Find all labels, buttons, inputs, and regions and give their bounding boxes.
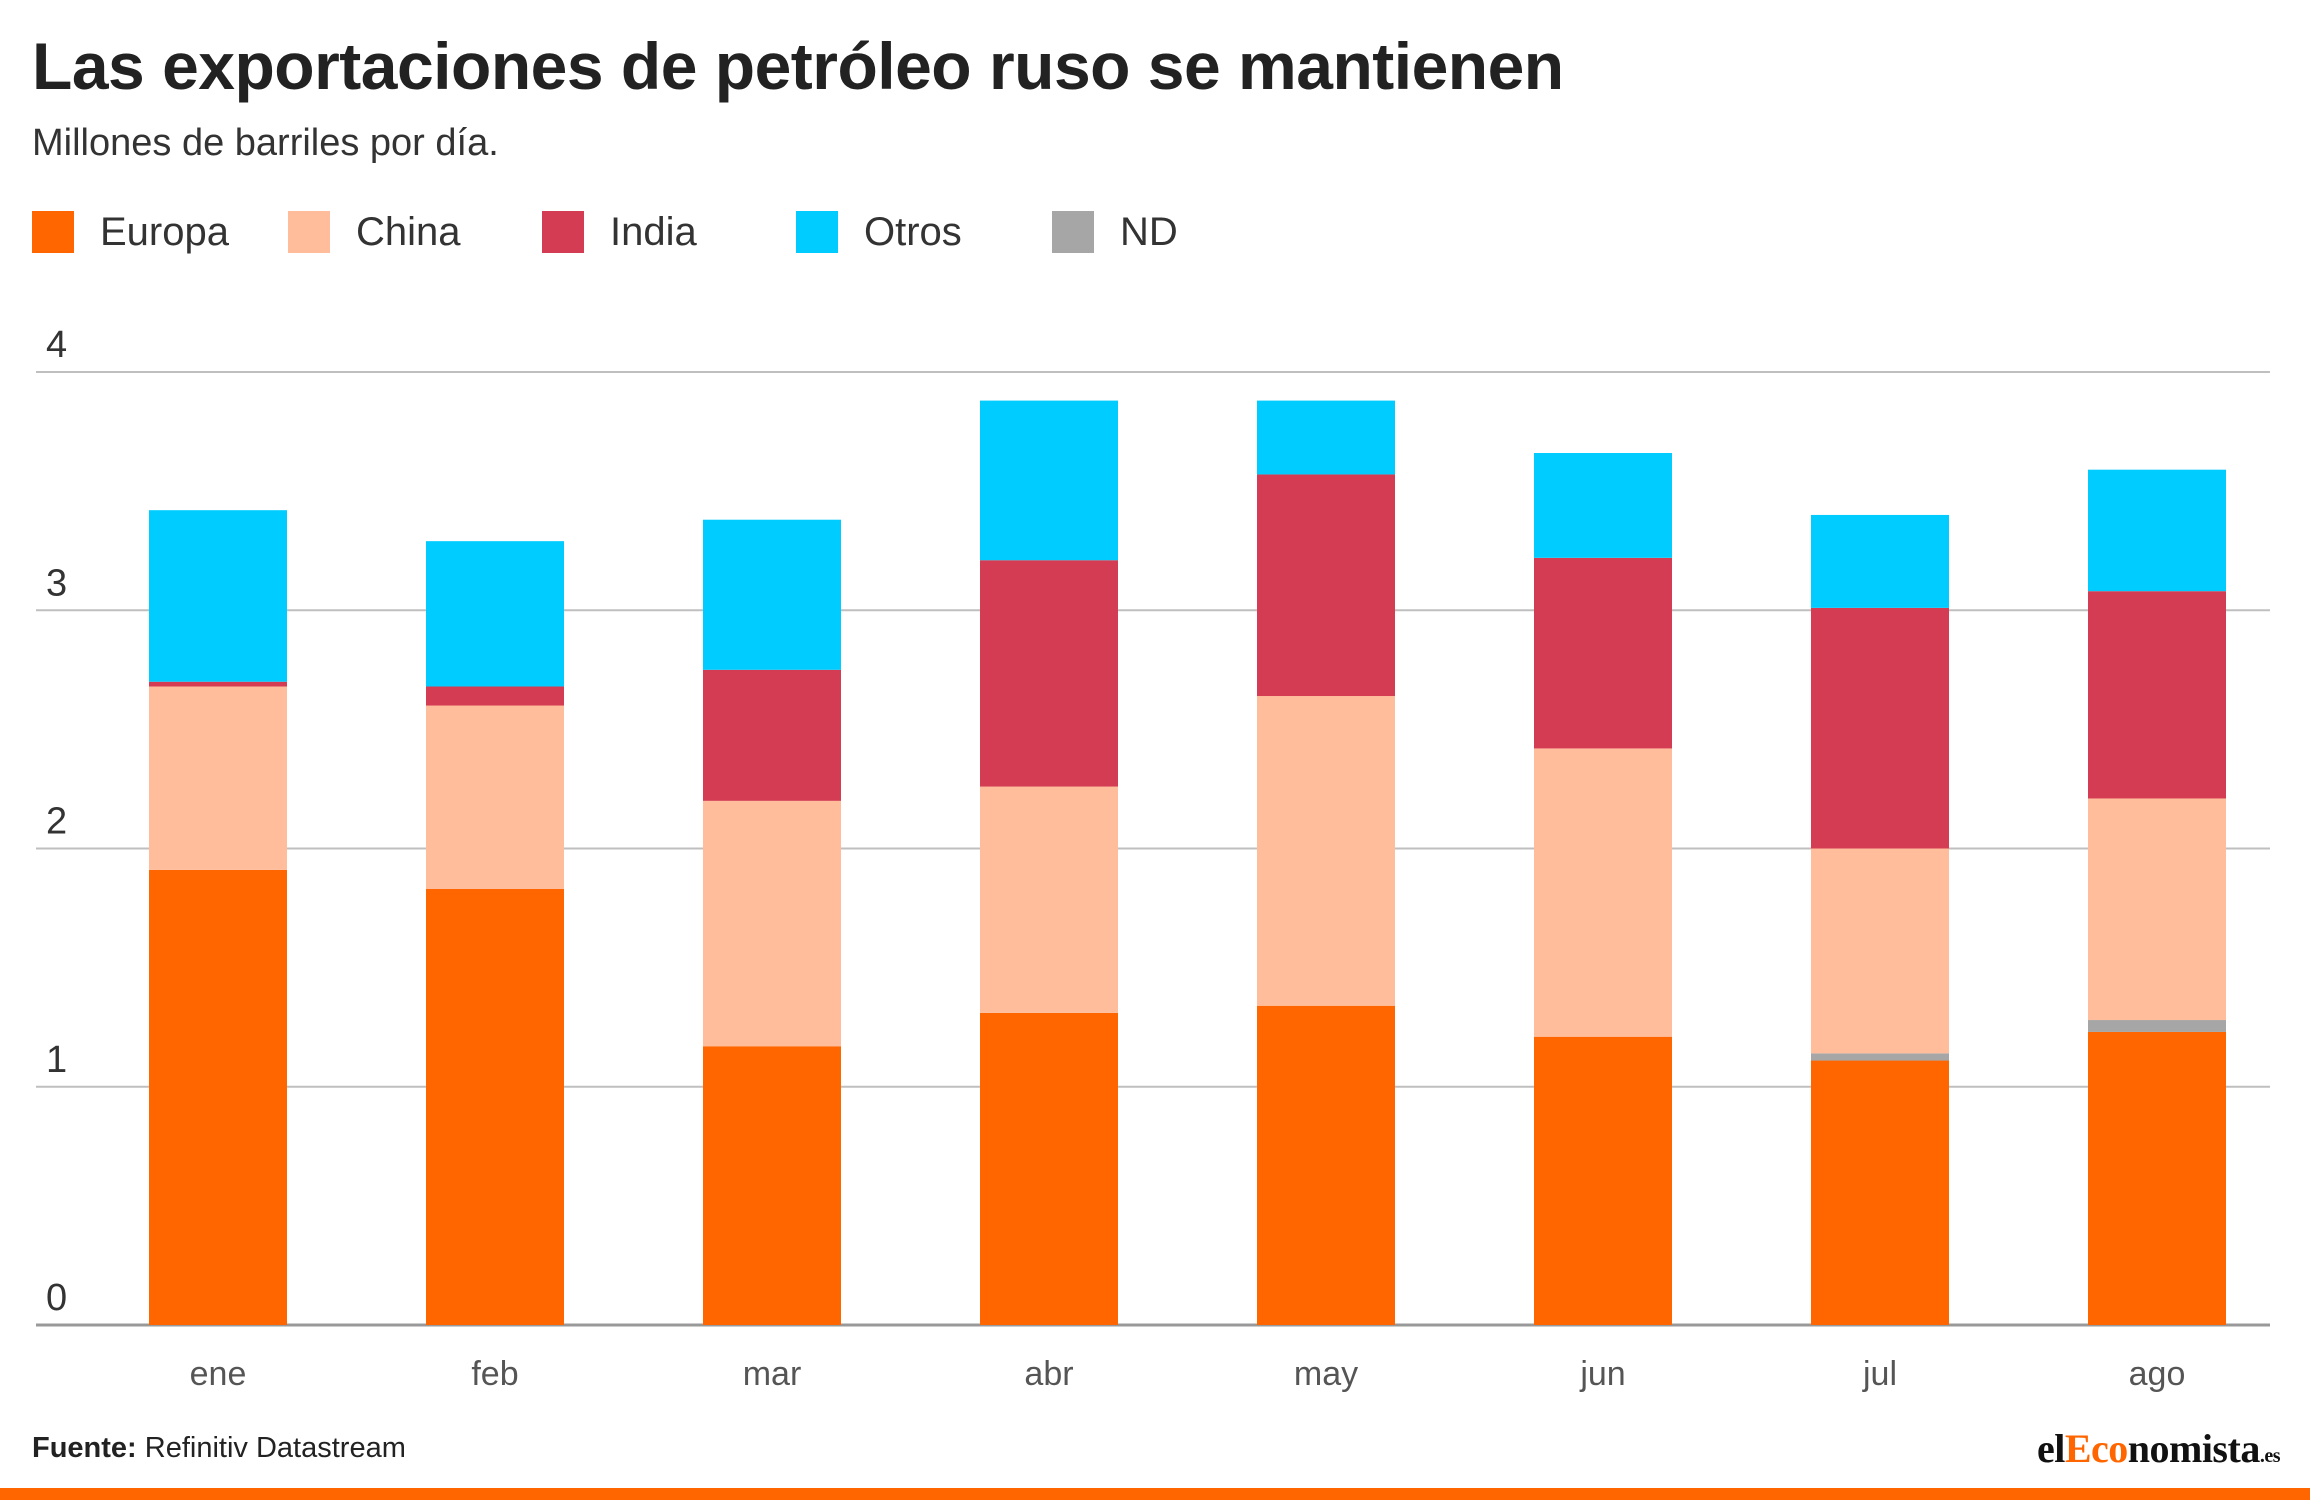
bar-abr-otros [980,400,1118,561]
bar-jun-china [1534,748,1672,1037]
bar-abr-europa [980,1012,1118,1325]
legend-label-nd: ND [1120,209,1178,254]
logo-text-nomista: nomista [2127,1426,2261,1471]
legend-item-china: China [288,204,461,260]
x-tick-label-jul: jul [1862,1355,1897,1393]
x-tick-label-abr: abr [1024,1355,1073,1393]
y-tick-label-0: 0 [46,1277,67,1319]
bar-feb-otros [426,541,564,687]
bar-jul-china [1811,848,1949,1054]
bar-feb-india [426,686,564,706]
source-text: Refinitiv Datastream [144,1432,406,1464]
bar-may-china [1257,696,1395,1006]
x-tick-label-mar: mar [743,1355,802,1393]
bar-jun-otros [1534,453,1672,558]
legend-item-otros: Otros [796,204,962,260]
bar-ene-china [149,686,287,870]
bar-jul-nd [1811,1053,1949,1061]
bar-feb-china [426,705,564,890]
logo-text-el: el [2036,1426,2065,1471]
legend-swatch-india [542,211,584,253]
legend-label-india: India [610,209,697,254]
legend-label-europa: Europa [100,209,229,254]
bar-mar-china [703,800,841,1047]
bar-mar-europa [703,1046,841,1325]
x-axis-labels: ene feb mar abr may jun jul ago [190,1355,2186,1393]
bar-mar-india [703,669,841,801]
y-axis-labels: 0 1 2 3 4 [46,324,67,1319]
bar-may-otros [1257,400,1395,475]
legend-item-europa: Europa [32,204,229,260]
y-tick-label-1: 1 [46,1039,67,1081]
x-tick-label-ago: ago [2129,1355,2186,1393]
bar-ene-india [149,681,287,687]
bar-jun-india [1534,557,1672,749]
x-tick-label-jun: jun [1579,1355,1625,1393]
bar-ene-otros [149,510,287,682]
eleconomista-logo: elEconomista.es [2036,1425,2281,1472]
bar-may-europa [1257,1005,1395,1325]
legend-item-india: India [542,204,697,260]
source-note: Fuente: Refinitiv Datastream [32,1432,406,1465]
legend-swatch-otros [796,211,838,253]
bar-ene-europa [149,869,287,1325]
bar-ago-europa [2088,1031,2226,1325]
bottom-accent-bar [0,1488,2310,1500]
legend-label-otros: Otros [864,209,962,254]
y-tick-label-3: 3 [46,562,67,604]
bars [149,400,2226,1325]
bar-abr-china [980,786,1118,1013]
bar-mar-otros [703,519,841,670]
x-tick-label-may: may [1294,1355,1358,1393]
logo-text-tld: .es [2259,1445,2281,1467]
logo-text-eco: Eco [2064,1426,2128,1471]
bar-jul-otros [1811,514,1949,608]
bar-may-india [1257,474,1395,697]
legend-item-nd: ND [1052,204,1178,260]
stacked-bar-chart: 0 1 2 3 4 ene feb mar abr may jun jul ago [36,324,2270,1393]
legend: Europa China India Otros ND [32,204,1332,260]
chart-subtitle: Millones de barriles por día. [32,122,499,164]
legend-swatch-europa [32,211,74,253]
source-label: Fuente: [32,1432,137,1464]
bar-jul-europa [1811,1060,1949,1325]
bar-ago-india [2088,591,2226,799]
bar-ago-china [2088,798,2226,1021]
y-tick-label-4: 4 [46,324,67,366]
legend-label-china: China [356,209,461,254]
y-tick-label-2: 2 [46,801,67,843]
bar-abr-india [980,560,1118,787]
bar-ago-nd [2088,1020,2226,1032]
bar-ago-otros [2088,469,2226,592]
x-tick-label-ene: ene [190,1355,247,1393]
legend-swatch-nd [1052,211,1094,253]
chart-title: Las exportaciones de petróleo ruso se ma… [32,29,1564,103]
x-tick-label-feb: feb [471,1355,518,1393]
bar-feb-europa [426,889,564,1325]
bar-jul-india [1811,607,1949,849]
legend-swatch-china [288,211,330,253]
bar-jun-europa [1534,1036,1672,1325]
